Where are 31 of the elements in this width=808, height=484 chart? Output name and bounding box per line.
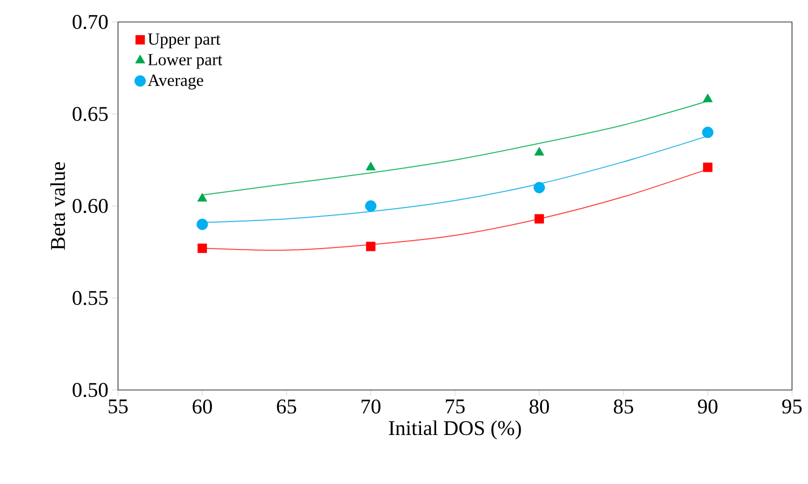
- point: [196, 218, 208, 230]
- x-tick-label: 55: [108, 400, 128, 414]
- point: [702, 126, 714, 138]
- point: [534, 214, 544, 224]
- x-axis-title: Initial DOS (%): [388, 420, 521, 440]
- point: [366, 242, 376, 252]
- y-tick-label: 0.50: [72, 382, 108, 398]
- x-tick-label: 70: [362, 400, 380, 414]
- point: [366, 162, 376, 170]
- x-tick-label: 95: [782, 400, 802, 414]
- y-tick-label: 0.65: [72, 106, 108, 122]
- point: [197, 192, 208, 202]
- legend-label: Upper part: [148, 34, 220, 48]
- point: [198, 244, 207, 253]
- x-tick-label: 75: [446, 400, 465, 414]
- x-tick-label: 80: [530, 400, 549, 414]
- point: [534, 182, 545, 194]
- y-tick-label: 0.70: [72, 14, 108, 30]
- x-tick-label: 60: [192, 400, 212, 414]
- x-tick-label: 90: [698, 400, 718, 414]
- x-tick-label: 65: [276, 400, 296, 414]
- y-tick-label: 0.60: [72, 198, 108, 214]
- legend-label: Average: [148, 74, 204, 90]
- point: [702, 94, 713, 102]
- y-axis-title: Beta value: [50, 162, 66, 250]
- x-tick-label: 85: [614, 400, 634, 414]
- legend-label: Lower part: [148, 54, 222, 69]
- point: [534, 146, 544, 156]
- y-tick-label: 0.55: [72, 290, 108, 306]
- point: [703, 162, 712, 172]
- point: [365, 200, 376, 212]
